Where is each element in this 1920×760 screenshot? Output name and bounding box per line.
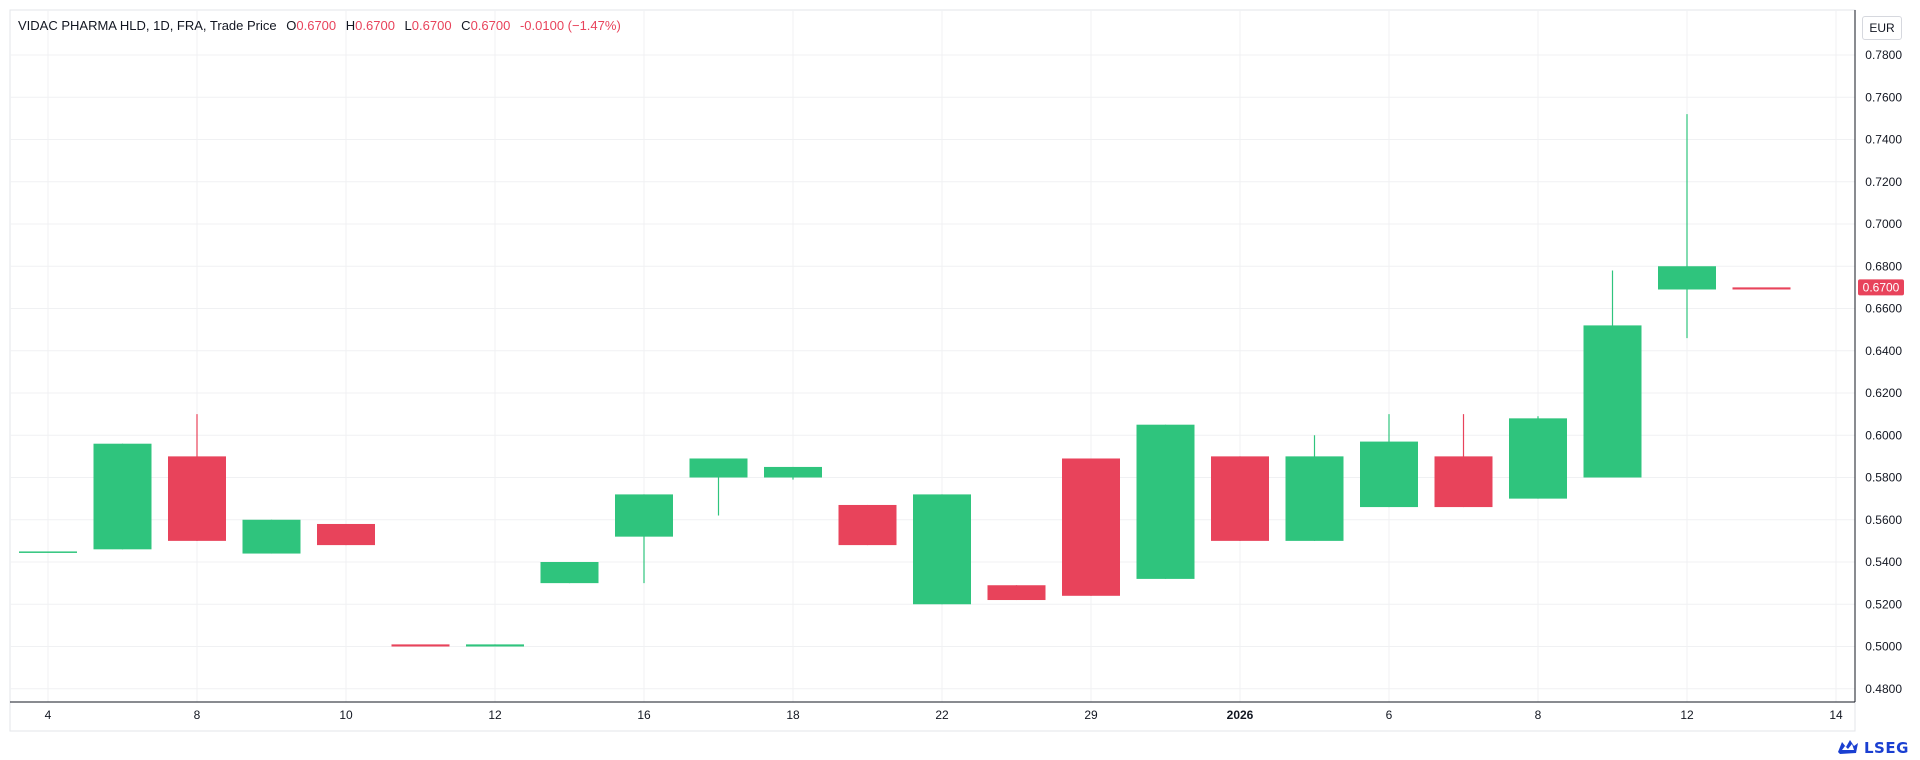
y-tick-label: 0.5400 <box>1865 555 1902 569</box>
x-tick-label: 8 <box>194 708 201 722</box>
candle-body <box>987 585 1046 601</box>
y-tick-label: 0.5000 <box>1865 640 1902 654</box>
candle-body <box>168 456 226 541</box>
candle-body <box>19 551 77 553</box>
y-tick-label: 0.6800 <box>1865 259 1902 273</box>
y-tick-label: 0.5800 <box>1865 471 1902 485</box>
change-value: -0.0100 (−1.47%) <box>519 18 621 33</box>
high-value: 0.6700 <box>355 18 395 33</box>
x-tick-label: 2026 <box>1227 708 1254 722</box>
x-tick-label: 6 <box>1386 708 1393 722</box>
x-tick-label: 10 <box>339 708 353 722</box>
y-tick-label: 0.6200 <box>1865 386 1902 400</box>
y-tick-label: 0.7000 <box>1865 217 1902 231</box>
open-value: 0.6700 <box>296 18 337 33</box>
x-tick-label: 4 <box>45 708 52 722</box>
x-tick-label: 18 <box>786 708 800 722</box>
candle-body <box>838 504 897 546</box>
y-tick-label: 0.6000 <box>1865 428 1902 442</box>
y-tick-label: 0.4800 <box>1865 682 1902 696</box>
x-tick-label: 29 <box>1084 708 1098 722</box>
y-tick-label: 0.6600 <box>1865 302 1902 316</box>
currency-button[interactable]: EUR <box>1862 16 1902 40</box>
candle-body <box>242 519 301 554</box>
candle-body <box>1658 266 1716 290</box>
brand-name: LSEG <box>1864 739 1909 757</box>
candle-body <box>466 644 524 647</box>
candle-body <box>93 443 152 550</box>
open-key: O <box>286 18 297 33</box>
candle-body <box>1211 456 1269 541</box>
candle-body <box>1062 458 1120 596</box>
candle-body <box>1285 456 1344 541</box>
candle-body <box>764 466 822 478</box>
brand-logo: LSEG <box>1836 738 1909 757</box>
last-price-label: 0.6700 <box>1863 280 1900 294</box>
candle-body <box>1434 456 1493 508</box>
low-key: L <box>404 18 412 33</box>
close-value: 0.6700 <box>470 18 511 33</box>
last-price-badge <box>1858 279 1904 296</box>
high-key: H <box>345 18 356 33</box>
y-tick-label: 0.5200 <box>1865 597 1902 611</box>
y-tick-label: 0.7600 <box>1865 90 1902 104</box>
x-tick-label: 16 <box>637 708 651 722</box>
candle-body <box>1732 287 1791 290</box>
x-tick-label: 8 <box>1535 708 1542 722</box>
candle-body <box>391 644 450 647</box>
y-tick-label: 0.6400 <box>1865 344 1902 358</box>
candle-body <box>1583 325 1642 478</box>
close-key: C <box>461 18 471 33</box>
x-tick-label: 12 <box>488 708 502 722</box>
candle-body <box>913 494 971 605</box>
candle-body <box>1136 424 1195 579</box>
x-tick-label: 14 <box>1829 708 1843 722</box>
y-tick-label: 0.7800 <box>1865 48 1902 62</box>
candle-body <box>317 523 375 546</box>
x-tick-label: 12 <box>1680 708 1694 722</box>
lseg-logo-icon <box>1838 740 1858 754</box>
symbol-title: VIDAC PHARMA HLD, 1D, FRA, Trade Price <box>18 18 277 33</box>
chart-frame <box>9 9 1856 732</box>
y-tick-label: 0.7400 <box>1865 133 1902 147</box>
candle-body <box>540 562 599 584</box>
candle-body <box>1360 441 1418 508</box>
y-tick-label: 0.5600 <box>1865 513 1902 527</box>
y-tick-label: 0.7200 <box>1865 175 1902 189</box>
candle-body <box>1509 418 1567 499</box>
candle-body <box>689 458 748 478</box>
low-value: 0.6700 <box>411 18 452 33</box>
candle-body <box>615 494 673 537</box>
x-tick-label: 22 <box>935 708 949 722</box>
symbol-legend: VIDAC PHARMA HLD, 1D, FRA, Trade Price O… <box>18 18 621 33</box>
